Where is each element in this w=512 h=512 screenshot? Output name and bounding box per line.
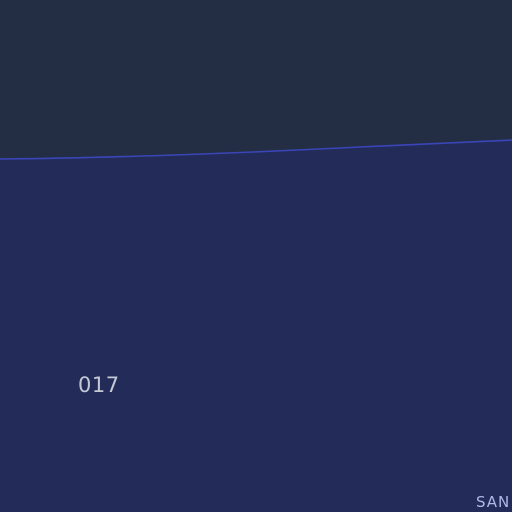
shoreline [0, 139, 512, 160]
water-body [0, 140, 512, 512]
place-name-label: SAN [476, 493, 511, 511]
road-number-label: 017 [78, 373, 120, 397]
